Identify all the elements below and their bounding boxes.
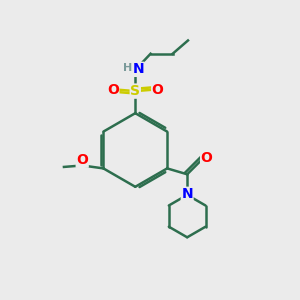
Text: N: N	[132, 62, 144, 76]
Text: N: N	[182, 187, 193, 201]
Text: O: O	[76, 153, 88, 167]
Text: H: H	[123, 63, 133, 74]
Text: S: S	[130, 84, 140, 98]
Text: O: O	[152, 82, 164, 97]
Text: O: O	[107, 82, 119, 97]
Text: O: O	[201, 151, 212, 164]
